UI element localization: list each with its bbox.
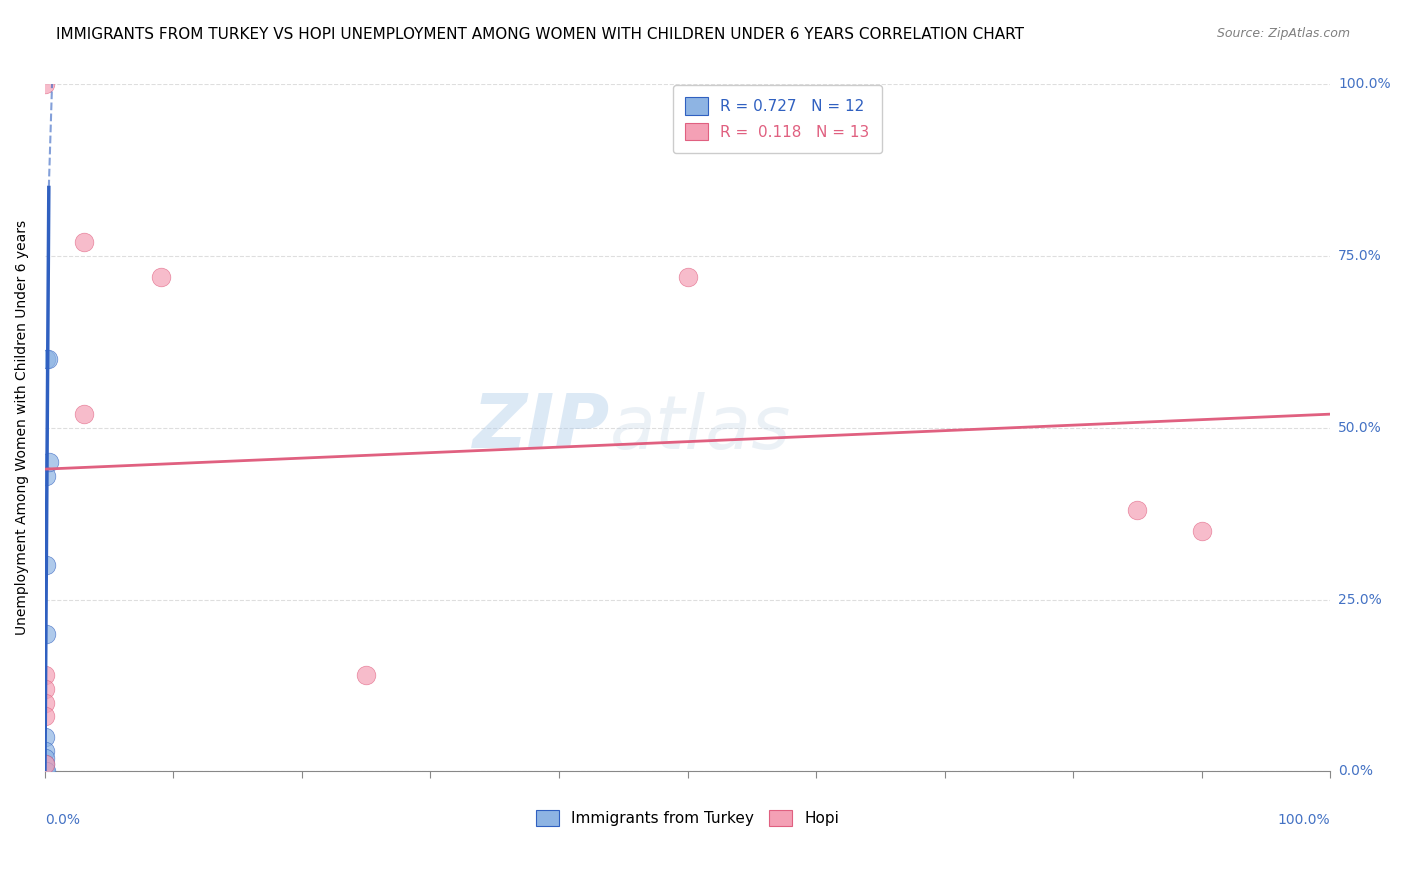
Text: atlas: atlas: [610, 392, 792, 464]
Point: [34, 696, 56, 710]
Point: [1126, 503, 1149, 517]
Text: 25.0%: 25.0%: [1339, 592, 1382, 607]
Y-axis label: Unemployment Among Women with Children Under 6 years: Unemployment Among Women with Children U…: [15, 220, 30, 635]
Point: [34, 744, 56, 758]
Point: [149, 269, 172, 284]
Point: [35, 352, 58, 367]
Point: [34, 681, 56, 696]
Text: 75.0%: 75.0%: [1339, 249, 1382, 263]
Text: 50.0%: 50.0%: [1339, 421, 1382, 435]
Point: [72, 407, 94, 421]
Point: [35, 627, 58, 641]
Point: [34, 730, 56, 744]
Point: [34, 78, 56, 92]
Text: 0.0%: 0.0%: [45, 813, 80, 827]
Text: 100.0%: 100.0%: [1278, 813, 1330, 827]
Text: ZIP: ZIP: [474, 392, 610, 465]
Point: [34, 709, 56, 723]
Point: [35, 469, 58, 483]
Text: 0.0%: 0.0%: [1339, 764, 1374, 779]
Point: [35, 558, 58, 573]
Point: [34, 757, 56, 772]
Point: [72, 235, 94, 250]
Point: [34, 668, 56, 682]
Point: [35, 764, 58, 779]
Point: [34, 764, 56, 779]
Point: [34, 750, 56, 764]
Point: [38, 455, 60, 469]
Text: Source: ZipAtlas.com: Source: ZipAtlas.com: [1216, 27, 1350, 40]
Point: [676, 269, 699, 284]
Text: 100.0%: 100.0%: [1339, 78, 1391, 92]
Point: [34, 757, 56, 772]
Point: [354, 668, 377, 682]
Legend: Immigrants from Turkey, Hopi: Immigrants from Turkey, Hopi: [530, 805, 845, 832]
Point: [1191, 524, 1213, 538]
Point: [37, 352, 59, 367]
Text: IMMIGRANTS FROM TURKEY VS HOPI UNEMPLOYMENT AMONG WOMEN WITH CHILDREN UNDER 6 YE: IMMIGRANTS FROM TURKEY VS HOPI UNEMPLOYM…: [56, 27, 1024, 42]
